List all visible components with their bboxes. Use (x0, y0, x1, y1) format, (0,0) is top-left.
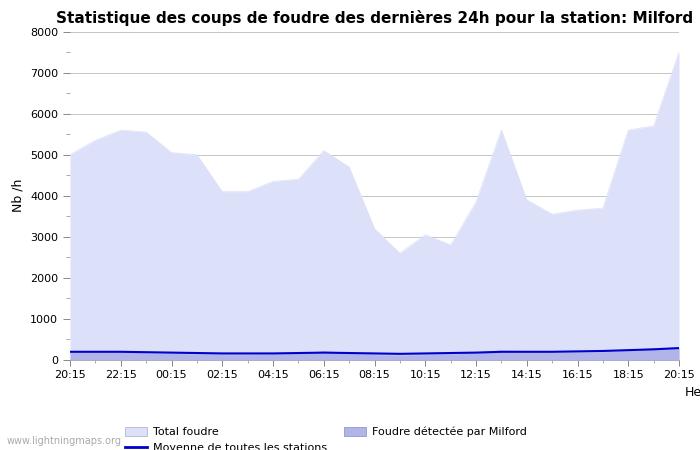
X-axis label: Heure: Heure (685, 386, 700, 399)
Text: www.lightningmaps.org: www.lightningmaps.org (7, 436, 122, 446)
Legend: Total foudre, Moyenne de toutes les stations, Foudre détectée par Milford: Total foudre, Moyenne de toutes les stat… (125, 427, 526, 450)
Y-axis label: Nb /h: Nb /h (11, 179, 25, 212)
Title: Statistique des coups de foudre des dernières 24h pour la station: Milford: Statistique des coups de foudre des dern… (56, 10, 693, 26)
